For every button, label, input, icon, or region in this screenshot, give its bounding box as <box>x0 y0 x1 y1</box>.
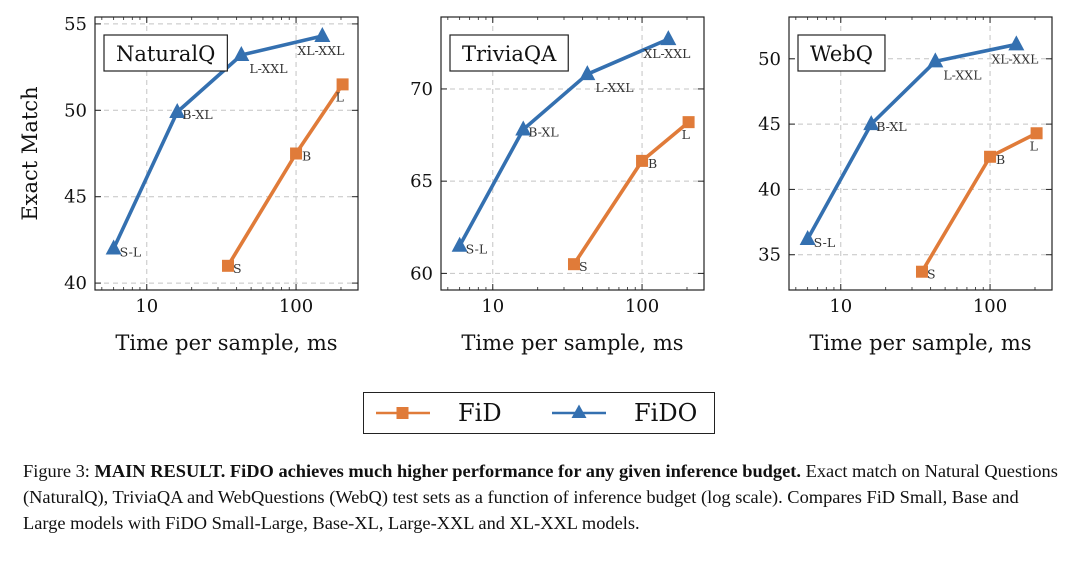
chart-title-box <box>449 34 569 72</box>
data-label: B <box>302 149 311 164</box>
y-tick-label: 40 <box>758 179 781 200</box>
data-point-fido <box>863 115 880 131</box>
data-label: B <box>996 152 1005 167</box>
y-tick-label: 65 <box>410 171 433 192</box>
data-point-fido <box>1008 35 1025 51</box>
chart-panel-2: 10 100 35 40 45 50 S B L S-L B-XL L-XXL XL-XXL WebQ Ti… <box>758 16 1053 355</box>
chart-title: TriviaQA <box>462 42 557 66</box>
data-label: B-XL <box>182 107 212 122</box>
x-tick-label: 100 <box>279 296 313 317</box>
data-label: L-XXL <box>595 80 633 95</box>
x-tick-label: 100 <box>973 296 1007 317</box>
caption-text: Exact match on Natural Questions (Natura… <box>23 461 1058 533</box>
data-label: S <box>927 267 936 282</box>
data-label: S-L <box>120 245 142 260</box>
chart-panel-0: 10 100 40 45 50 55 S B L S-L B-XL L-XXL XL-XXL Natura… <box>18 14 359 355</box>
caption-prefix: Figure 3: <box>23 461 95 481</box>
x-tick-label: 10 <box>135 296 158 317</box>
series-line-fido <box>806 42 1017 240</box>
data-point-fido <box>927 52 944 68</box>
chart-legend: FiD FiDO <box>363 392 715 434</box>
plot-frame <box>94 16 359 291</box>
y-tick-label: 40 <box>64 273 87 294</box>
data-label: B-XL <box>528 125 558 140</box>
chart-panel-1: 10 100 60 65 70 S B L S-L B-XL L-XXL XL-XXL TriviaQA… <box>410 16 705 355</box>
data-point-fid <box>336 78 349 91</box>
y-tick-label: 45 <box>758 114 781 135</box>
series-line-fid <box>226 83 345 267</box>
x-axis-label: Time per sample, ms <box>809 331 1031 355</box>
data-label: S <box>233 261 242 276</box>
data-label: B <box>648 156 657 171</box>
figure-charts: 10 100 40 45 50 55 S B L S-L B-XL L-XXL XL-XXL Natura… <box>18 14 1053 355</box>
data-point-fid <box>290 147 303 160</box>
legend-entry-fid: FiD <box>374 393 502 433</box>
chart-title: WebQ <box>810 42 873 66</box>
y-tick-label: 45 <box>64 187 87 208</box>
data-point-fid <box>636 154 649 167</box>
plot-frame <box>440 16 705 291</box>
figure-caption: Figure 3: MAIN RESULT. FiDO achieves muc… <box>23 458 1063 536</box>
data-label: XL-XXL <box>643 46 690 61</box>
data-point-fid <box>984 150 997 163</box>
series-line-fid <box>920 131 1038 273</box>
data-point-fid <box>915 265 928 278</box>
series-line-fido <box>458 37 670 247</box>
legend-fid-swatch <box>376 407 430 419</box>
data-point-fid <box>221 259 234 272</box>
data-label: S <box>579 259 588 274</box>
data-label: L-XXL <box>249 61 287 76</box>
chart-title-box <box>797 34 886 72</box>
data-point-fido <box>169 103 186 119</box>
data-label: L <box>1030 138 1038 153</box>
data-point-fid <box>567 258 580 271</box>
series-line-fido <box>112 34 323 250</box>
y-axis-label: Exact Match <box>18 86 42 220</box>
x-tick-label: 100 <box>625 296 659 317</box>
data-label: XL-XXL <box>297 43 344 58</box>
data-label: L-XXL <box>943 67 981 82</box>
data-point-fido <box>233 46 250 62</box>
data-label: S-L <box>466 242 488 257</box>
data-label: L <box>336 89 344 104</box>
chart-title: NaturalQ <box>116 42 215 66</box>
data-label: L <box>682 127 690 142</box>
x-axis-label: Time per sample, ms <box>115 331 337 355</box>
data-point-fido <box>579 65 596 81</box>
y-tick-label: 35 <box>758 245 781 266</box>
data-point-fido <box>660 30 677 46</box>
data-point-fido <box>799 230 816 246</box>
x-tick-label: 10 <box>829 296 852 317</box>
legend-fido-swatch <box>552 404 606 418</box>
legend-label-fid: FiD <box>458 399 502 427</box>
y-tick-label: 50 <box>758 49 781 70</box>
data-label: B-XL <box>876 119 906 134</box>
data-point-fido <box>314 27 331 43</box>
data-point-fid <box>682 116 695 129</box>
legend-entry-fido: FiDO <box>550 393 697 433</box>
data-label: S-L <box>814 235 836 250</box>
data-point-fido <box>515 120 532 136</box>
y-tick-label: 60 <box>410 263 433 284</box>
data-point-fido <box>451 236 468 252</box>
y-tick-label: 70 <box>410 79 433 100</box>
y-tick-label: 50 <box>64 100 87 121</box>
data-point-fid <box>1030 127 1043 140</box>
plot-frame <box>788 16 1053 291</box>
data-label: XL-XXL <box>991 51 1038 66</box>
chart-title-box <box>103 34 228 72</box>
data-point-fido <box>105 239 122 255</box>
x-axis-label: Time per sample, ms <box>461 331 683 355</box>
legend-label-fido: FiDO <box>634 399 698 427</box>
x-tick-label: 10 <box>481 296 504 317</box>
caption-bold: MAIN RESULT. FiDO achieves much higher p… <box>94 461 801 481</box>
series-line-fid <box>572 120 690 266</box>
y-tick-label: 55 <box>64 14 87 35</box>
